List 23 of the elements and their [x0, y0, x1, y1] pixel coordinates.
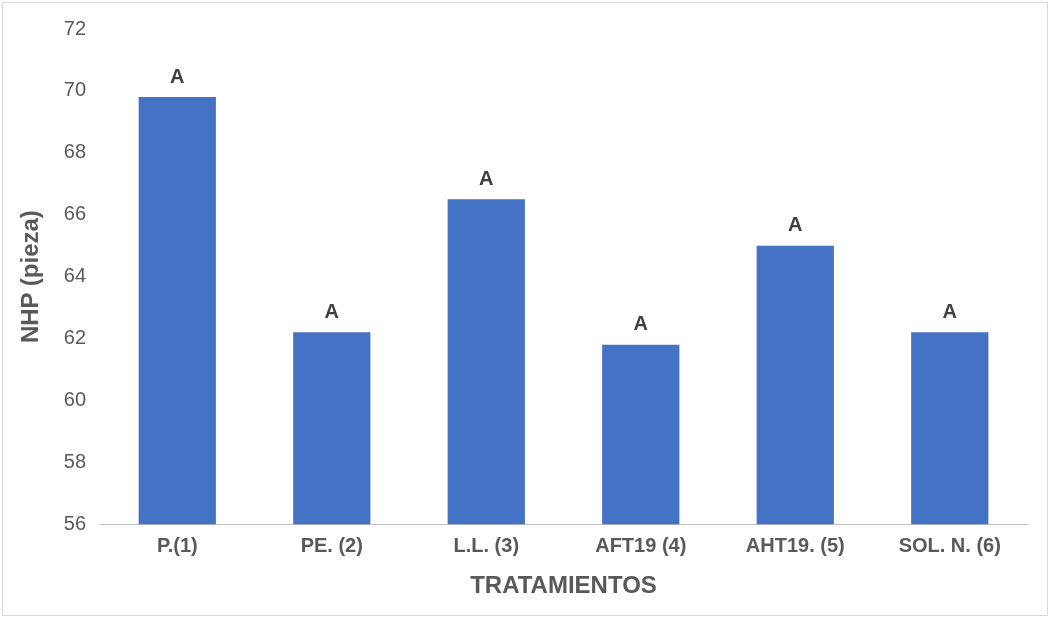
- annotation: A: [170, 64, 185, 87]
- x-tick-label: L.L. (3): [453, 533, 520, 556]
- annotation: A: [479, 166, 494, 189]
- x-tick-label: SOL. N. (6): [898, 533, 1001, 556]
- annotation: A: [942, 299, 957, 322]
- y-tick-label: 64: [63, 264, 87, 287]
- x-tick-label: AHT19. (5): [745, 533, 845, 556]
- y-tick-label: 62: [63, 326, 87, 349]
- y-axis-title: NHP (pieza): [16, 210, 44, 344]
- y-tick-label: 70: [63, 78, 87, 101]
- x-axis-title: TRATAMIENTOS: [470, 571, 657, 599]
- annotation: A: [788, 213, 803, 236]
- y-tick-label: 56: [63, 511, 87, 534]
- annotation: A: [633, 312, 648, 335]
- y-tick-label: 60: [63, 387, 87, 410]
- x-tick-label: P.(1): [156, 533, 198, 556]
- x-tick-label: AFT19 (4): [595, 533, 687, 556]
- y-tick-label: 72: [63, 16, 87, 39]
- annotation: A: [324, 299, 340, 322]
- x-tick-label: PE. (2): [300, 533, 363, 556]
- y-tick-label: 58: [63, 449, 87, 472]
- y-tick-label: 68: [63, 140, 87, 163]
- y-tick-label: 66: [63, 202, 87, 225]
